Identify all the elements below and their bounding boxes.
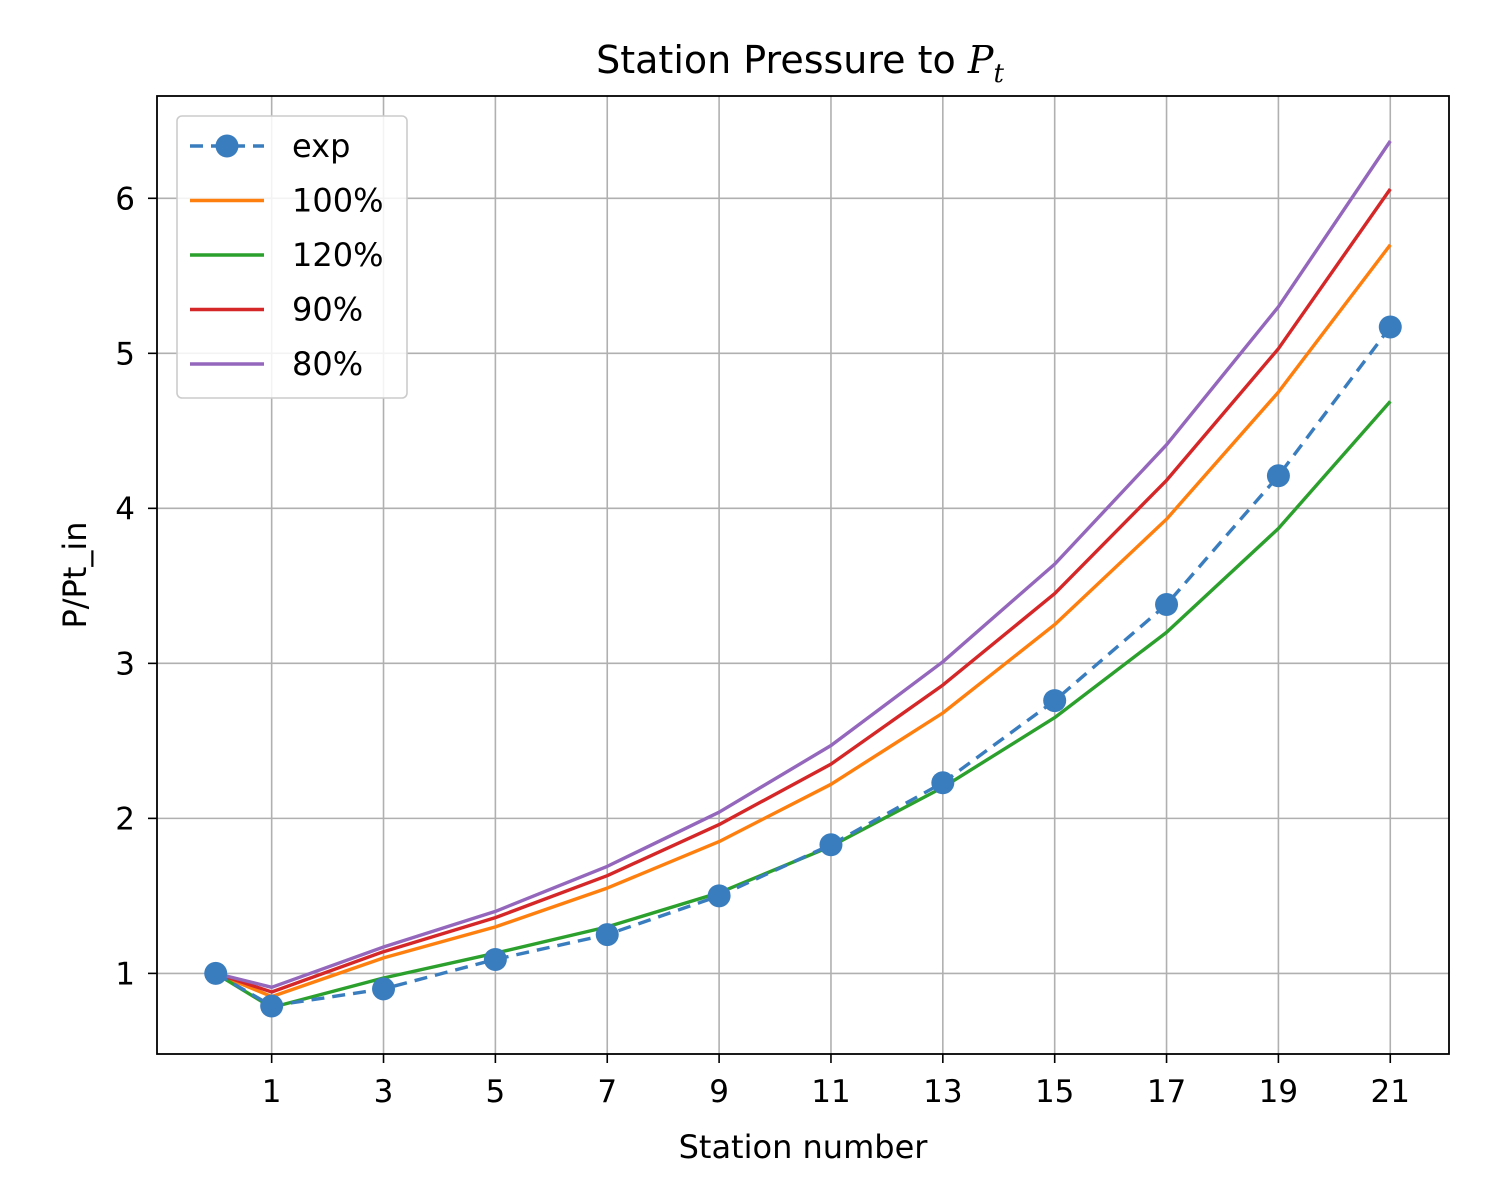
x-tick-label: 5	[486, 1074, 506, 1110]
legend-frame	[176, 115, 408, 399]
x-tick-label: 11	[811, 1074, 850, 1110]
y-tick-label: 6	[115, 181, 135, 217]
chart-title: Station Pressure to Pt	[596, 38, 1004, 89]
series-90pct	[215, 188, 1392, 994]
x-tick-label: 15	[1035, 1074, 1074, 1110]
y-tick-label: 1	[115, 956, 135, 992]
series-line	[214, 325, 1392, 1008]
data-point	[707, 884, 731, 908]
chart-title-math-subscript: t	[993, 59, 1004, 89]
x-tick-label: 13	[923, 1074, 962, 1110]
plot-frame	[156, 95, 1450, 1055]
series-120pct	[214, 400, 1392, 1010]
series-exp	[204, 315, 1402, 1018]
legend-label: 100%	[292, 182, 383, 220]
legend-item: 90%	[190, 291, 363, 329]
legend-label: 120%	[292, 236, 383, 274]
series-line	[214, 400, 1392, 1010]
series-line	[215, 188, 1392, 994]
x-tick-label: 9	[709, 1074, 729, 1110]
legend-item: 100%	[190, 182, 383, 220]
data-point	[595, 923, 619, 947]
data-point	[1155, 592, 1179, 616]
x-axis-label: Station number	[679, 1128, 929, 1166]
data-point	[819, 833, 843, 857]
series-line	[215, 243, 1392, 999]
x-tick-label: 17	[1147, 1074, 1186, 1110]
legend-marker	[215, 134, 239, 158]
data-point	[260, 994, 284, 1018]
data-point	[1266, 464, 1290, 488]
legend-label: 90%	[292, 291, 363, 329]
y-tick-label: 4	[115, 491, 135, 527]
x-tick-label: 7	[597, 1074, 617, 1110]
x-tick-label: 1	[262, 1074, 282, 1110]
data-point	[204, 961, 228, 985]
series-100pct	[215, 243, 1392, 999]
data-point	[1043, 689, 1067, 713]
legend-item: 120%	[190, 236, 383, 274]
chart-title-text: Station Pressure to	[596, 38, 968, 82]
data-point	[372, 977, 396, 1001]
x-tick-label: 21	[1371, 1074, 1410, 1110]
legend-label: exp	[292, 127, 350, 165]
legend: exp 100% 120% 90% 80%	[176, 115, 408, 399]
x-tick-label: 3	[374, 1074, 394, 1110]
grid-layer	[157, 96, 1449, 1054]
y-axis-label: P/Pt_in	[56, 521, 94, 628]
legend-label: 80%	[292, 345, 363, 383]
series-line	[215, 140, 1392, 989]
legend-item: exp	[190, 127, 350, 165]
data-point	[483, 947, 507, 971]
legend-item: 80%	[190, 345, 363, 383]
y-tick-label: 5	[115, 336, 135, 372]
y-tick-label: 2	[115, 801, 135, 837]
data-point	[931, 771, 955, 795]
series-layer	[204, 140, 1402, 1018]
series-80pct	[215, 140, 1392, 989]
y-tick-label: 3	[115, 646, 135, 682]
chart-title-math: P	[967, 38, 995, 82]
data-point	[1378, 315, 1402, 339]
x-tick-label: 19	[1259, 1074, 1298, 1110]
